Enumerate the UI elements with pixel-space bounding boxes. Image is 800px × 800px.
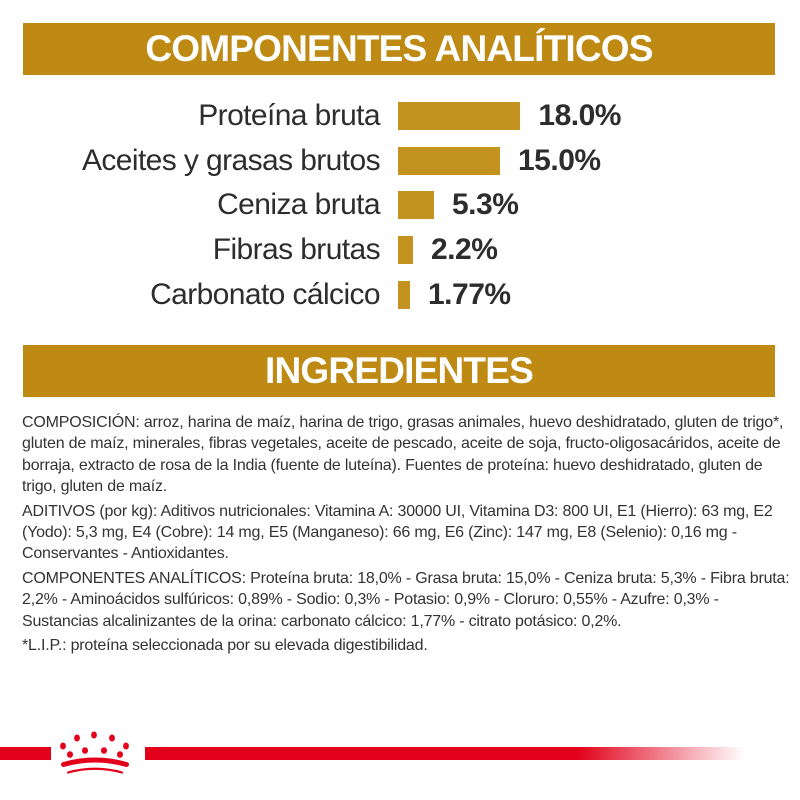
red-band-left bbox=[0, 747, 51, 760]
chart-value-label: 2.2% bbox=[431, 233, 498, 267]
chart-bar bbox=[398, 102, 521, 131]
chart-value-label: 18.0% bbox=[538, 99, 621, 133]
ingredients-text-block: COMPOSICIÓN: arroz, harina de maíz, hari… bbox=[22, 412, 790, 659]
chart-bar bbox=[398, 191, 434, 220]
chart-row: Ceniza bruta 5.3% bbox=[0, 183, 800, 228]
chart-bar bbox=[398, 236, 413, 265]
ingredients-paragraph: COMPOSICIÓN: arroz, harina de maíz, hari… bbox=[22, 414, 784, 496]
chart-value-label: 5.3% bbox=[452, 188, 519, 222]
analytics-header-band: COMPONENTES ANALÍTICOS bbox=[23, 23, 775, 75]
ingredients-header-band: INGREDIENTES bbox=[23, 345, 775, 397]
chart-value-label: 15.0% bbox=[518, 143, 601, 177]
chart-bar bbox=[398, 280, 410, 309]
chart-row: Aceites y grasas brutos 15.0% bbox=[0, 139, 800, 184]
chart-row: Carbonato cálcico 1.77% bbox=[0, 272, 800, 317]
ingredients-paragraph: COMPONENTES ANALÍTICOS: Proteína bruta: … bbox=[22, 569, 790, 630]
chart-category-label: Aceites y grasas brutos bbox=[81, 143, 381, 177]
chart-category-label: Proteína bruta bbox=[198, 99, 380, 133]
ingredients-paragraph: ADITIVOS (por kg): Aditivos nutricionale… bbox=[22, 502, 773, 563]
chart-category-label: Ceniza bruta bbox=[217, 188, 381, 222]
red-band-right bbox=[145, 747, 745, 760]
chart-value-label: 1.77% bbox=[428, 277, 511, 311]
chart-row: Fibras brutas 2.2% bbox=[0, 228, 800, 273]
analytical-components-chart: Proteína bruta 18.0% Aceites y grasas brut… bbox=[0, 94, 800, 317]
chart-category-label: Fibras brutas bbox=[212, 233, 381, 267]
analytics-title: COMPONENTES ANALÍTICOS bbox=[145, 28, 653, 69]
ingredients-paragraph: *L.I.P.: proteína seleccionada por su el… bbox=[22, 637, 428, 655]
chart-bar bbox=[398, 146, 500, 175]
ingredients-title: INGREDIENTES bbox=[265, 350, 534, 391]
chart-row: Proteína bruta 18.0% bbox=[0, 94, 800, 139]
chart-category-label: Carbonato cálcico bbox=[150, 277, 381, 311]
royal-canin-crown-icon bbox=[60, 731, 129, 774]
